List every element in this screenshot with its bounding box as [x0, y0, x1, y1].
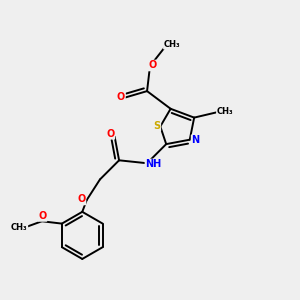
- Text: CH₃: CH₃: [217, 107, 233, 116]
- Text: N: N: [192, 135, 200, 145]
- Text: O: O: [38, 211, 46, 221]
- Text: CH₃: CH₃: [11, 223, 28, 232]
- Text: O: O: [117, 92, 125, 102]
- Text: O: O: [148, 61, 157, 70]
- Text: O: O: [106, 129, 114, 139]
- Text: CH₃: CH₃: [164, 40, 180, 49]
- Text: NH: NH: [146, 159, 162, 170]
- Text: S: S: [153, 121, 160, 131]
- Text: O: O: [77, 194, 86, 205]
